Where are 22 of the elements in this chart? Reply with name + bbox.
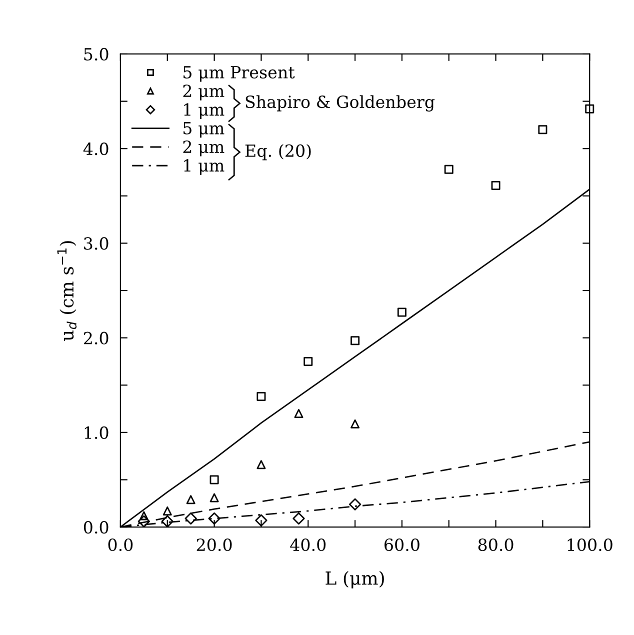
x-tick-label: 40.0 <box>290 538 326 552</box>
legend-label: 1 μm <box>184 159 224 175</box>
legend-label: 5 μm <box>184 122 224 138</box>
y-tick-label: 4.0 <box>83 142 108 156</box>
legend-label: 2 μm <box>183 84 224 100</box>
x-axis-title: L (μm) <box>326 570 384 588</box>
y-tick-label: 3.0 <box>84 237 108 250</box>
y-axis-title: u$_{d}$ (cm s$^{−1}$) <box>57 241 77 341</box>
y-tick-label: 2.0 <box>84 332 108 344</box>
x-tick-label: 60.0 <box>384 538 420 552</box>
legend-label: 2 μm <box>183 140 224 156</box>
annotation: Eq. (20) <box>245 144 311 160</box>
x-tick-label: 0.0 <box>108 538 133 552</box>
x-tick-label: 20.0 <box>196 538 232 552</box>
legend-label: 5 μm Present <box>184 66 295 82</box>
y-tick-label: 1.0 <box>84 426 108 440</box>
x-tick-label: 80.0 <box>478 538 514 552</box>
y-tick-label: 0.0 <box>84 521 108 534</box>
annotation: Shapiro & Goldenberg <box>246 95 435 112</box>
y-tick-label: 5.0 <box>84 48 108 61</box>
x-tick-label: 100.0 <box>568 538 612 552</box>
legend-label: 1 μm <box>184 103 224 120</box>
